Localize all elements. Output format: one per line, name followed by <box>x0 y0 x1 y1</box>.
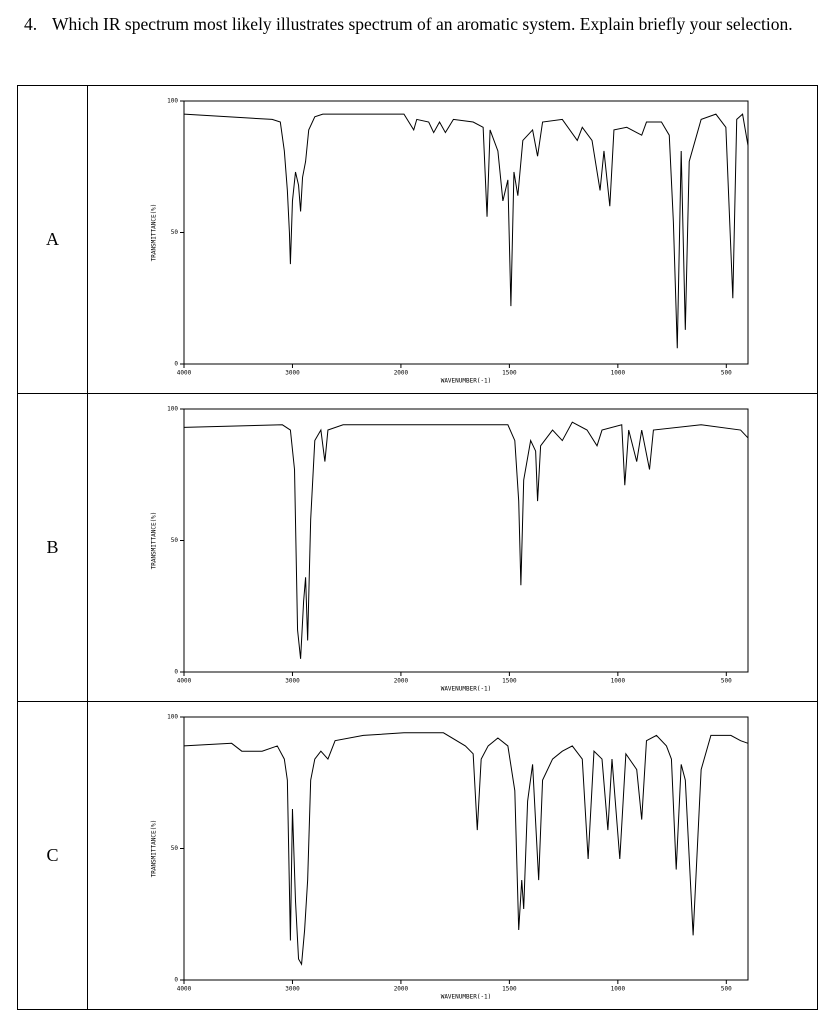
plot-frame <box>183 408 749 673</box>
x-tick-label: 1500 <box>502 678 517 685</box>
x-tick-label: 1500 <box>502 370 517 377</box>
y-axis-label: TRANSMITTANCE(%) <box>151 204 158 262</box>
x-tick-label: 500 <box>721 678 732 685</box>
x-tick-label: 4000 <box>177 678 192 685</box>
x-tick-label: 4000 <box>177 986 192 993</box>
table-body: A 0 50 100 4000 3000 2000 1500 1000 500 WAVENUMBER… <box>17 85 818 1010</box>
x-tick-label: 2000 <box>394 370 409 377</box>
y-tick-label: 0 <box>174 361 178 368</box>
x-tick-label: 4000 <box>177 370 192 377</box>
row-label: C <box>17 701 88 1010</box>
y-axis-label: TRANSMITTANCE(%) <box>151 820 158 878</box>
ir-spectrum-chart: 0 50 100 4000 3000 2000 1500 1000 500 WAVENUMBER(… <box>151 406 749 693</box>
spectrum-line <box>183 421 749 659</box>
y-tick-label: 100 <box>167 406 178 413</box>
chart-cell: 0 50 100 4000 3000 2000 1500 1000 500 WAVENUMBER(… <box>87 393 818 702</box>
x-tick-label: 3000 <box>285 678 300 685</box>
x-tick-label: 500 <box>721 370 732 377</box>
chart-cell: 0 50 100 4000 3000 2000 1500 1000 500 WAVENUMBER(… <box>87 85 818 394</box>
table-row: B 0 50 100 4000 3000 2000 1500 1000 500 WAVENUMBER… <box>17 393 818 702</box>
x-tick-label: 1500 <box>502 986 517 993</box>
row-label: A <box>17 85 88 394</box>
x-axis-label: WAVENUMBER(-1) <box>441 686 492 693</box>
ir-spectrum-chart: 0 50 100 4000 3000 2000 1500 1000 500 WAVENUMBER(… <box>151 714 749 1001</box>
question: 4. Which IR spectrum most likely illustr… <box>24 14 814 35</box>
x-axis-label: WAVENUMBER(-1) <box>441 378 492 385</box>
table-row: C 0 50 100 4000 3000 2000 1500 1000 500 WAVENUMBER… <box>17 701 818 1010</box>
y-tick-label: 50 <box>171 537 179 544</box>
question-number: 4. <box>24 14 38 34</box>
y-tick-label: 0 <box>174 977 178 984</box>
x-tick-label: 1000 <box>611 678 626 685</box>
table-row: A 0 50 100 4000 3000 2000 1500 1000 500 WAVENUMBER… <box>17 85 818 394</box>
plot-frame <box>183 716 749 981</box>
x-tick-label: 1000 <box>611 986 626 993</box>
spectrum-line <box>183 732 749 966</box>
y-tick-label: 50 <box>171 845 179 852</box>
question-text: Which IR spectrum most likely illustrate… <box>52 14 793 34</box>
y-tick-label: 100 <box>167 714 178 721</box>
spectra-table: A 0 50 100 4000 3000 2000 1500 1000 500 WAVENUMBER… <box>17 85 818 1010</box>
row-label: B <box>17 393 88 702</box>
y-tick-label: 100 <box>167 98 178 105</box>
plot-frame <box>183 100 749 365</box>
x-tick-label: 3000 <box>285 986 300 993</box>
x-tick-label: 500 <box>721 986 732 993</box>
y-axis-label: TRANSMITTANCE(%) <box>151 512 158 570</box>
spectrum-line <box>183 113 749 349</box>
x-tick-label: 1000 <box>611 370 626 377</box>
ir-spectrum-chart: 0 50 100 4000 3000 2000 1500 1000 500 WAVENUMBER(… <box>151 98 749 385</box>
x-tick-label: 2000 <box>394 678 409 685</box>
y-tick-label: 50 <box>171 229 179 236</box>
chart-cell: 0 50 100 4000 3000 2000 1500 1000 500 WAVENUMBER(… <box>87 701 818 1010</box>
y-tick-label: 0 <box>174 669 178 676</box>
x-tick-label: 3000 <box>285 370 300 377</box>
x-axis-label: WAVENUMBER(-1) <box>441 994 492 1001</box>
x-tick-label: 2000 <box>394 986 409 993</box>
